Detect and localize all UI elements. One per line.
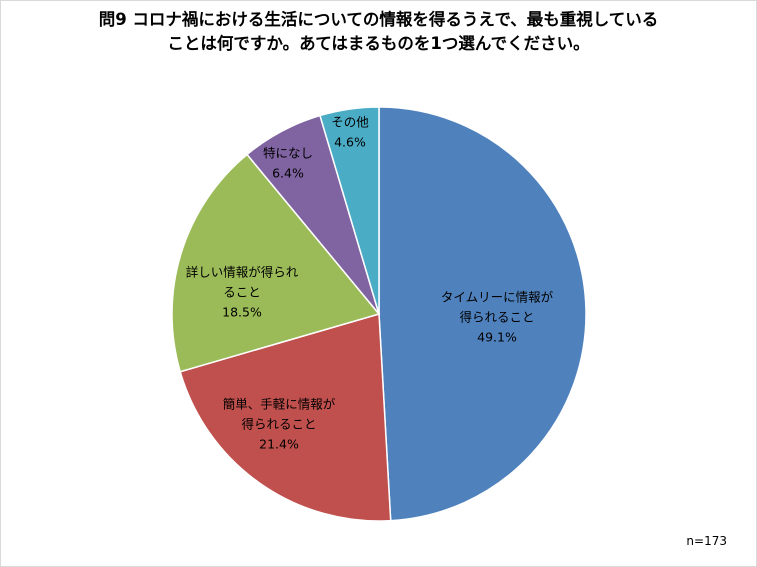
pie-slice-1 bbox=[378, 106, 587, 522]
pie-slice-5 bbox=[319, 106, 380, 315]
slice-value-label: 21.4% bbox=[259, 437, 299, 452]
sample-size-label: n=173 bbox=[686, 534, 727, 548]
slice-value-label: 49.1% bbox=[477, 330, 517, 345]
pie-slice-2 bbox=[179, 313, 392, 522]
slice-category-label: ること bbox=[223, 285, 261, 300]
slice-category-label: 特になし bbox=[263, 146, 313, 161]
slice-value-label: 18.5% bbox=[222, 305, 262, 320]
slice-label-5: その他 4.6% bbox=[331, 115, 369, 150]
slice-value-label: 6.4% bbox=[272, 166, 304, 181]
pie-slice-3 bbox=[171, 153, 381, 373]
slice-category-label: その他 bbox=[331, 115, 369, 130]
slice-label-4: 特になし 6.4% bbox=[263, 146, 313, 181]
slice-category-label: 簡単、手軽に情報が bbox=[223, 397, 336, 412]
slice-value-label: 4.6% bbox=[334, 135, 366, 150]
slice-category-label: 得られること bbox=[459, 310, 534, 325]
slice-category-label: 得られること bbox=[241, 417, 316, 432]
chart-title-line-1: 問9 コロナ禍における生活についての情報を得るうえで、最も重視している bbox=[98, 10, 659, 29]
chart-title: 問9 コロナ禍における生活についての情報を得るうえで、最も重視している ことは何… bbox=[0, 8, 757, 56]
slice-category-label: 詳しい情報が得られ bbox=[186, 265, 299, 280]
chart-title-line-2: ことは何ですか。あてはまるものを1つ選んでください。 bbox=[167, 34, 590, 53]
slice-category-label: タイムリーに情報が bbox=[441, 290, 554, 305]
